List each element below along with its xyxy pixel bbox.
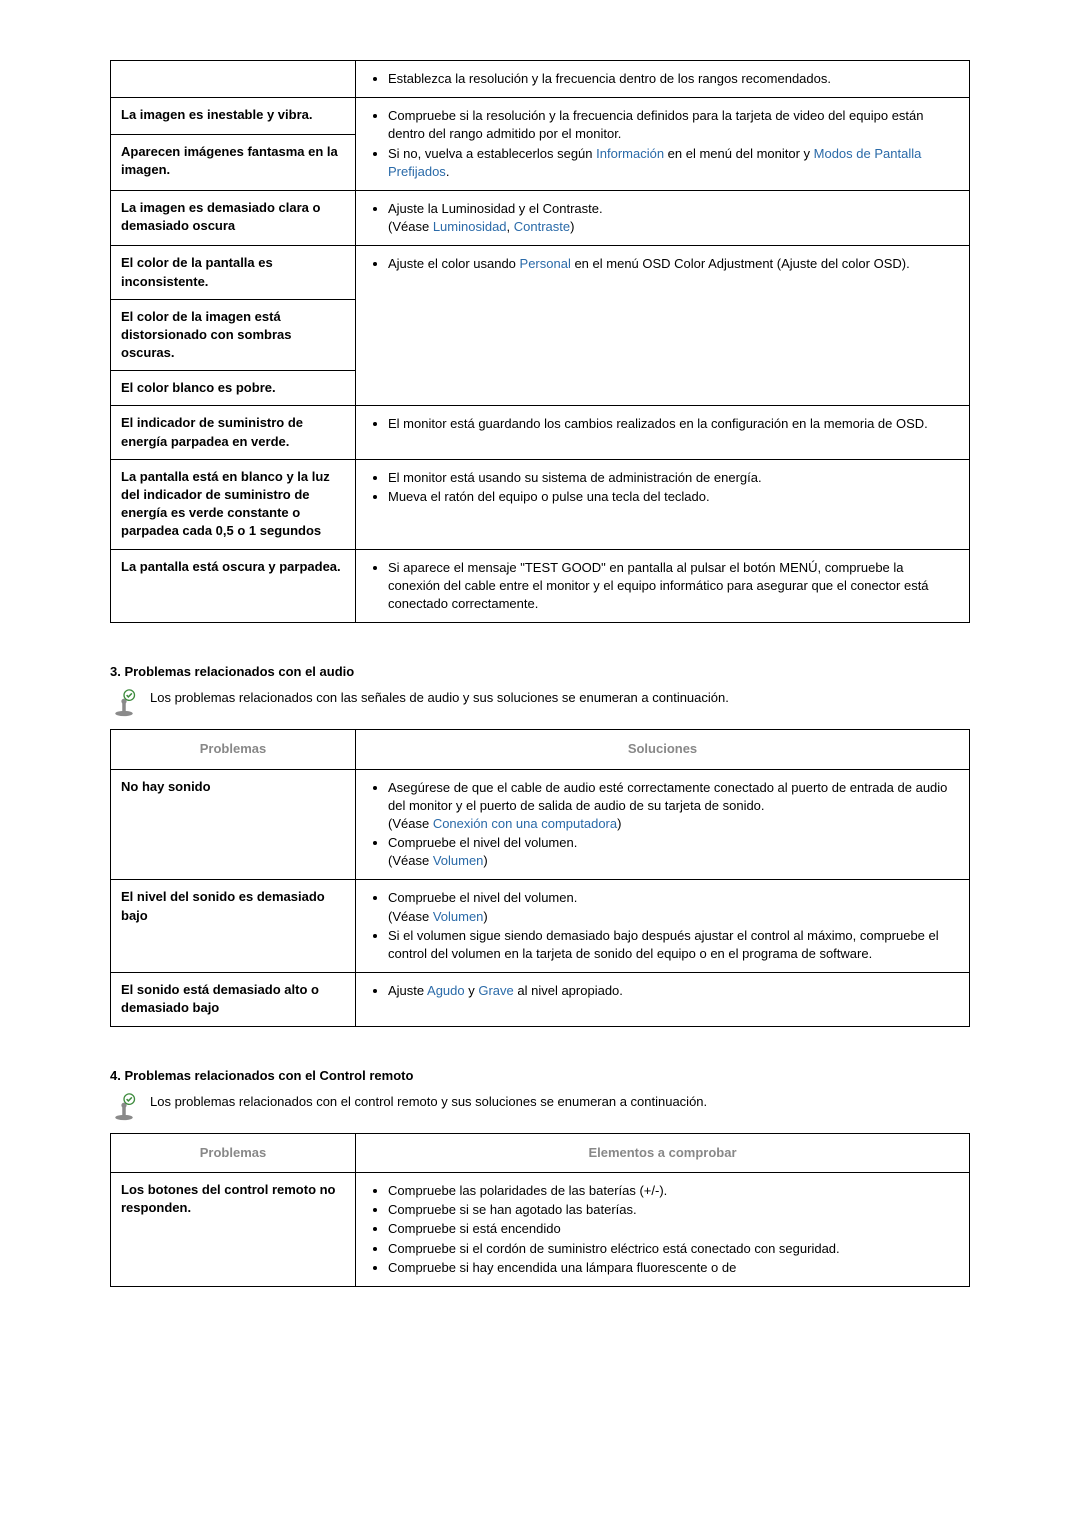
solution-cell: Establezca la resolución y la frecuencia… bbox=[356, 61, 970, 98]
link[interactable]: Agudo bbox=[427, 983, 465, 998]
section-note-text: Los problemas relacionados con las señal… bbox=[150, 689, 729, 707]
problem-cell: El nivel del sonido es demasiado bajo bbox=[111, 880, 356, 973]
section-note-audio: Los problemas relacionados con las señal… bbox=[110, 689, 970, 717]
solution-item: Asegúrese de que el cable de audio esté … bbox=[388, 779, 959, 834]
problem-cell bbox=[111, 61, 356, 98]
link[interactable]: Luminosidad bbox=[433, 219, 507, 234]
problem-cell: Aparecen imágenes fantasma en la imagen. bbox=[111, 135, 356, 191]
solution-cell: Asegúrese de que el cable de audio esté … bbox=[356, 769, 970, 880]
solution-cell: El monitor está usando su sistema de adm… bbox=[356, 459, 970, 549]
table-row: El nivel del sonido es demasiado bajo Com… bbox=[111, 880, 970, 973]
col-header-solutions: Soluciones bbox=[356, 730, 970, 769]
section-heading-audio: 3. Problemas relacionados con el audio bbox=[110, 663, 970, 681]
table-row: La imagen es inestable y vibra.Compruebe… bbox=[111, 98, 970, 135]
solution-cell: Ajuste la Luminosidad y el Contraste.(Vé… bbox=[356, 190, 970, 245]
problem-cell: La imagen es demasiado clara o demasiado… bbox=[111, 190, 356, 245]
col-header-problems: Problemas bbox=[111, 1133, 356, 1172]
solution-cell: El monitor está guardando los cambios re… bbox=[356, 406, 970, 459]
section-heading-remote: 4. Problemas relacionados con el Control… bbox=[110, 1067, 970, 1085]
problem-cell: El color de la pantalla es inconsistente… bbox=[111, 246, 356, 299]
link[interactable]: Volumen bbox=[433, 909, 484, 924]
link[interactable]: Contraste bbox=[514, 219, 570, 234]
problem-cell: El sonido está demasiado alto o demasiad… bbox=[111, 973, 356, 1026]
solution-item: Si no, vuelva a establecerlos según Info… bbox=[388, 145, 959, 181]
solution-cell: Compruebe las polaridades de las batería… bbox=[356, 1172, 970, 1286]
solution-item: El monitor está usando su sistema de adm… bbox=[388, 469, 959, 487]
section-note-remote: Los problemas relacionados con el contro… bbox=[110, 1093, 970, 1121]
solution-item: Compruebe si se han agotado las baterías… bbox=[388, 1201, 959, 1219]
solution-item: Compruebe si la resolución y la frecuenc… bbox=[388, 107, 959, 143]
solution-item: Compruebe el nivel del volumen.(Véase Vo… bbox=[388, 834, 959, 870]
solution-item: Si el volumen sigue siendo demasiado baj… bbox=[388, 927, 959, 963]
problem-cell: La imagen es inestable y vibra. bbox=[111, 98, 356, 135]
solution-item: Compruebe si el cordón de suministro elé… bbox=[388, 1240, 959, 1258]
troubleshoot-table-remote: Problemas Elementos a comprobar Los boto… bbox=[110, 1133, 970, 1287]
solution-cell: Compruebe si la resolución y la frecuenc… bbox=[356, 98, 970, 191]
solution-item: Establezca la resolución y la frecuencia… bbox=[388, 70, 959, 88]
section-note-text: Los problemas relacionados con el contro… bbox=[150, 1093, 707, 1111]
col-header-problems: Problemas bbox=[111, 730, 356, 769]
table-row: Establezca la resolución y la frecuencia… bbox=[111, 61, 970, 98]
link[interactable]: Volumen bbox=[433, 853, 484, 868]
problem-cell: No hay sonido bbox=[111, 769, 356, 880]
solution-cell: Compruebe el nivel del volumen.(Véase Vo… bbox=[356, 880, 970, 973]
table-row: El color de la pantalla es inconsistente… bbox=[111, 246, 970, 299]
solution-item: Compruebe las polaridades de las batería… bbox=[388, 1182, 959, 1200]
table-row: La imagen es demasiado clara o demasiado… bbox=[111, 190, 970, 245]
problem-cell: El color de la imagen está distorsionado… bbox=[111, 299, 356, 371]
problem-cell: El color blanco es pobre. bbox=[111, 371, 356, 406]
table-row: La pantalla está oscura y parpadea. Si ap… bbox=[111, 549, 970, 623]
problem-cell: Los botones del control remoto no respon… bbox=[111, 1172, 356, 1286]
troubleshoot-table-audio: Problemas Soluciones No hay sonido Asegúr… bbox=[110, 729, 970, 1026]
link[interactable]: Información bbox=[596, 146, 664, 161]
check-person-icon bbox=[110, 689, 138, 717]
problem-cell: El indicador de suministro de energía pa… bbox=[111, 406, 356, 459]
solution-item: Compruebe el nivel del volumen.(Véase Vo… bbox=[388, 889, 959, 925]
solution-item: Ajuste Agudo y Grave al nivel apropiado. bbox=[388, 982, 959, 1000]
solution-item: El monitor está guardando los cambios re… bbox=[388, 415, 959, 433]
solution-cell: Si aparece el mensaje "TEST GOOD" en pan… bbox=[356, 549, 970, 623]
link[interactable]: Personal bbox=[520, 256, 571, 271]
problem-cell: La pantalla está oscura y parpadea. bbox=[111, 549, 356, 623]
link[interactable]: Conexión con una computadora bbox=[433, 816, 617, 831]
col-header-solutions: Elementos a comprobar bbox=[356, 1133, 970, 1172]
troubleshoot-table-display: Establezca la resolución y la frecuencia… bbox=[110, 60, 970, 623]
solution-item: Mueva el ratón del equipo o pulse una te… bbox=[388, 488, 959, 506]
solution-cell: Ajuste Agudo y Grave al nivel apropiado. bbox=[356, 973, 970, 1026]
solution-item: Ajuste el color usando Personal en el me… bbox=[388, 255, 959, 273]
solution-item: Compruebe si hay encendida una lámpara f… bbox=[388, 1259, 959, 1277]
table-row: Los botones del control remoto no respon… bbox=[111, 1172, 970, 1286]
solution-cell: Ajuste el color usando Personal en el me… bbox=[356, 246, 970, 406]
table-row: La pantalla está en blanco y la luz del … bbox=[111, 459, 970, 549]
solution-item: Ajuste la Luminosidad y el Contraste.(Vé… bbox=[388, 200, 959, 236]
solution-item: Si aparece el mensaje "TEST GOOD" en pan… bbox=[388, 559, 959, 614]
table-row: El sonido está demasiado alto o demasiad… bbox=[111, 973, 970, 1026]
link[interactable]: Grave bbox=[478, 983, 513, 998]
table-row: El indicador de suministro de energía pa… bbox=[111, 406, 970, 459]
problem-cell: La pantalla está en blanco y la luz del … bbox=[111, 459, 356, 549]
table-row: No hay sonido Asegúrese de que el cable d… bbox=[111, 769, 970, 880]
solution-item: Compruebe si está encendido bbox=[388, 1220, 959, 1238]
check-person-icon bbox=[110, 1093, 138, 1121]
